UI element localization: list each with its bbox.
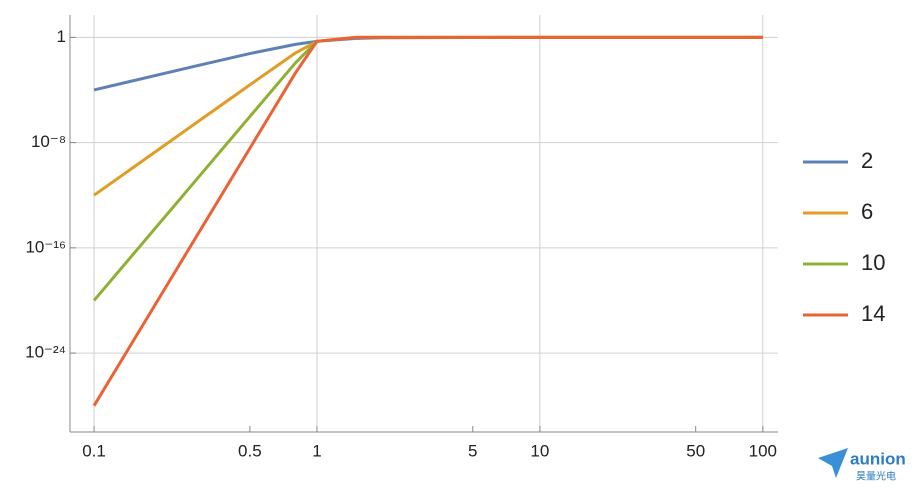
- series-line: [93, 35, 763, 92]
- watermark-brand: aunion: [850, 449, 906, 468]
- watermark: aunion 昊量光电: [818, 448, 906, 483]
- watermark-sub: 昊量光电: [856, 470, 896, 483]
- x-tick-label: 0.5: [238, 441, 262, 460]
- legend: 2 6 10 14: [803, 148, 885, 326]
- x-tick-label: 10: [530, 441, 549, 460]
- series-line: [92, 35, 763, 407]
- series-line: [93, 35, 763, 197]
- legend-label: 10: [861, 250, 885, 275]
- y-tick-label: 1: [57, 27, 66, 46]
- y-tick-label: 10⁻⁸: [31, 132, 66, 151]
- y-tick-label: 10⁻²⁴: [25, 343, 66, 362]
- legend-label: 6: [861, 199, 873, 224]
- x-tick-label: 50: [686, 441, 705, 460]
- x-tick-label: 0.1: [82, 441, 106, 460]
- x-tick-label: 1: [312, 441, 321, 460]
- series-line: [92, 35, 763, 302]
- x-tick-label: 5: [468, 441, 477, 460]
- x-tick-label: 100: [749, 441, 777, 460]
- watermark-icon: [818, 448, 848, 478]
- legend-label: 14: [861, 301, 885, 326]
- legend-label: 2: [861, 148, 873, 173]
- y-tick-label: 10⁻¹⁶: [25, 237, 66, 256]
